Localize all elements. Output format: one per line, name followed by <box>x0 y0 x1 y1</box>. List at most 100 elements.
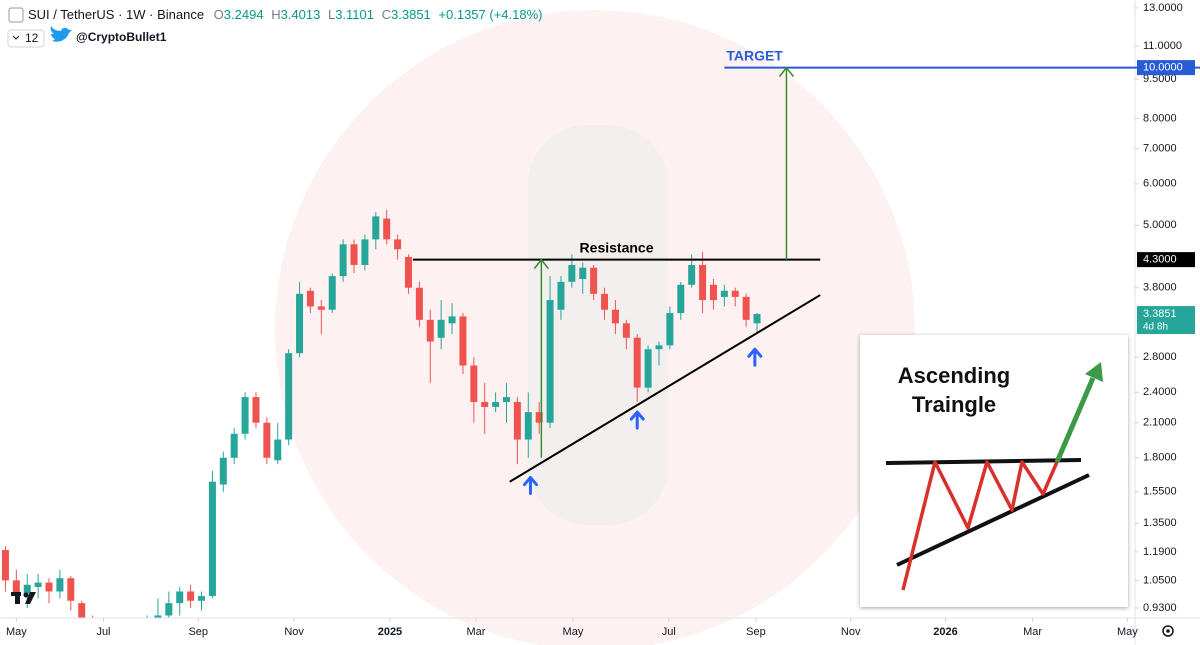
price-label-box <box>1137 60 1195 76</box>
bounce-arrow <box>629 410 645 430</box>
candle-body <box>742 296 750 320</box>
candle-body <box>56 578 64 592</box>
candle-body <box>306 290 314 307</box>
inset-resistance <box>885 458 1082 465</box>
indicator-count-box[interactable] <box>7 29 45 48</box>
move-arrowhead <box>778 66 795 78</box>
x-tick-label: May <box>6 626 27 638</box>
candle-body <box>372 216 380 240</box>
y-tick-label: 6.0000 <box>1143 178 1177 190</box>
current-price: 3.3851 <box>1143 308 1177 320</box>
y-tick-label: 11.0000 <box>1143 40 1182 52</box>
candle-body <box>404 256 412 288</box>
inset-arrowhead <box>1085 362 1103 382</box>
candle-body <box>1 550 9 581</box>
candle-body <box>176 591 184 604</box>
x-tick-label: Jul <box>96 626 110 638</box>
candle-body <box>622 323 630 338</box>
current-price-box <box>1137 306 1195 335</box>
candle-body <box>601 293 609 310</box>
bounce-arrow <box>522 476 538 496</box>
candle-body <box>12 580 20 594</box>
inset-breakout <box>1054 377 1096 463</box>
candle-body <box>165 603 173 616</box>
price-label: 4.3000 <box>1143 254 1177 266</box>
x-tick-label: Nov <box>841 626 861 638</box>
candle-body <box>350 244 358 265</box>
candle-body <box>492 401 500 407</box>
candle-body <box>666 313 674 346</box>
x-tick-label: Nov <box>284 626 304 638</box>
settings-icon-center <box>1166 629 1170 633</box>
y-tick-label: 9.5000 <box>1143 73 1177 85</box>
x-tick-label: Sep <box>746 626 766 638</box>
x-tick-label: Mar <box>467 626 486 638</box>
settings-icon[interactable] <box>1162 625 1174 637</box>
candle-body <box>296 293 304 354</box>
y-tick-label: 13.0000 <box>1143 2 1183 14</box>
candle-body <box>753 314 761 324</box>
ohlc-value: 3.3851 <box>391 7 431 22</box>
candle-body <box>688 264 696 285</box>
y-tick-label: 5.0000 <box>1143 219 1177 231</box>
inset-support <box>896 473 1090 567</box>
candle-body <box>524 412 532 440</box>
candle-body <box>503 397 511 402</box>
x-tick-label: 2025 <box>378 626 402 638</box>
change-label: +0.1357 (+4.18%) <box>438 7 542 22</box>
candle-body <box>23 584 31 594</box>
move-arrowhead <box>533 258 549 270</box>
inset: Ascending Traingle <box>860 335 1128 607</box>
candle-body <box>579 267 587 279</box>
watermark-bullet <box>528 125 668 525</box>
candle-body <box>644 349 652 388</box>
inset-title: Ascending <box>898 363 1010 388</box>
chevron-icon <box>12 35 20 40</box>
candle-body <box>317 306 325 310</box>
candle-body <box>633 337 641 388</box>
candle-body <box>361 239 369 265</box>
candle-body <box>394 239 402 250</box>
candle-body <box>241 397 249 434</box>
x-tick-label: Sep <box>188 626 208 638</box>
ohlc-label: L <box>328 7 335 22</box>
candle-body <box>557 281 565 310</box>
y-tick-label: 2.8000 <box>1143 351 1177 363</box>
candle-body <box>78 603 86 618</box>
candle-body <box>230 433 238 458</box>
ohlc-label: H <box>271 7 280 22</box>
candle-body <box>481 401 489 407</box>
ohlc-value: 3.1101 <box>335 7 374 22</box>
collapse-icon[interactable] <box>8 7 24 23</box>
candle-body <box>383 218 391 240</box>
candle-body <box>437 319 445 338</box>
y-tick-label: 7.0000 <box>1143 143 1177 155</box>
y-tick-label: 1.1900 <box>1143 546 1177 558</box>
countdown: 4d 8h <box>1143 322 1168 333</box>
bounce-arrow <box>747 347 763 367</box>
twitter-icon <box>50 26 72 42</box>
indicator-count: 12 <box>25 31 39 45</box>
legend-header: SUI / TetherUS · 1W · Binance O3.2494 H3… <box>28 7 542 22</box>
y-tick-label: 3.8000 <box>1143 282 1177 294</box>
x-tick-label: Mar <box>1023 626 1042 638</box>
y-tick-label: 0.9300 <box>1143 602 1177 614</box>
candle-body <box>590 267 598 294</box>
author: @CryptoBullet1 <box>76 30 167 44</box>
y-tick-label: 2.1000 <box>1143 417 1177 429</box>
candle-body <box>709 284 717 301</box>
inset-price <box>901 460 1059 591</box>
candle-body <box>655 345 663 350</box>
support-line <box>509 294 821 483</box>
candle-body <box>154 615 162 618</box>
y-tick-label: 1.8000 <box>1143 452 1177 464</box>
ohlc-value: 3.4013 <box>281 7 321 22</box>
candle-body <box>34 582 42 587</box>
candle-body <box>67 578 75 601</box>
plot-area <box>1 209 821 618</box>
candle-body <box>699 264 707 301</box>
candle-body <box>448 316 456 324</box>
candle-body <box>611 309 619 324</box>
